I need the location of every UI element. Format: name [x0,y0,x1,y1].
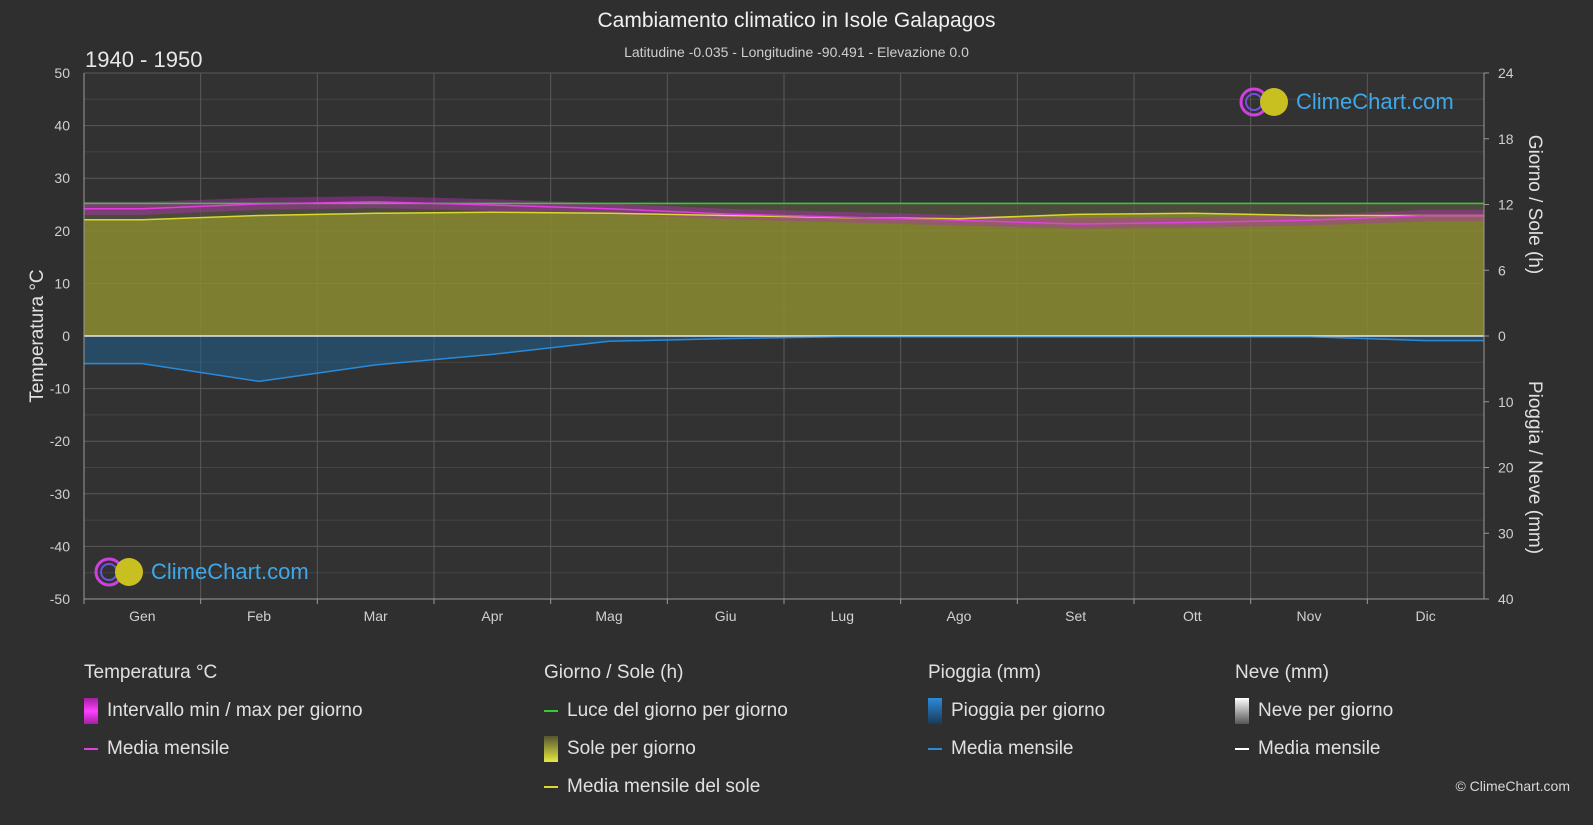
month-label: Mar [364,608,388,624]
right-hours-tick-label: 18 [1498,131,1514,147]
month-label: Mag [595,608,622,624]
legend-temperature: Temperatura °C Intervallo min / max per … [84,662,363,774]
right-hours-tick-label: 12 [1498,197,1514,213]
right-hours-tick-label: 24 [1498,65,1514,81]
left-tick-label: 0 [62,328,70,344]
month-label: Lug [831,608,854,624]
left-axis-title: Temperatura °C [27,269,48,402]
swatch-temp-mean [84,748,98,750]
sun-mean-line [84,211,1484,221]
logo-text: ClimeChart.com [1296,89,1454,114]
temp-range-band [84,196,1484,229]
legend-temp-mean-label: Media mensile [107,738,230,759]
legend-daylight-label: Luce del giorno per giorno [567,700,788,721]
left-tick-label: 10 [54,275,70,291]
swatch-sun-mean [544,786,558,788]
left-tick-label: -10 [50,381,70,397]
month-label: Giu [715,608,737,624]
month-label: Apr [481,608,503,624]
legend-rain-head: Pioggia (mm) [928,662,1041,683]
right-mm-tick-label: 40 [1498,591,1514,607]
legend-snow: Neve (mm) Neve per giorno Media mensile [1235,662,1393,774]
legend-rain-daily: Pioggia per giorno [928,698,1105,724]
legend-rain-mean-label: Media mensile [951,738,1074,759]
legend-rain: Pioggia (mm) Pioggia per giorno Media me… [928,662,1105,774]
left-tick-label: -40 [50,538,70,554]
left-tick-label: 50 [54,65,70,81]
swatch-daylight [544,710,558,712]
right-hours-tick-label: 0 [1498,328,1506,344]
sunshine-area [84,212,1484,336]
right-mm-tick-label: 20 [1498,460,1514,476]
right-top-axis-title: Giorno / Sole (h) [1524,135,1545,274]
left-tick-label: 40 [54,118,70,134]
legend-sun-mean-label: Media mensile del sole [567,776,761,797]
swatch-sun-daily [544,736,558,762]
left-tick-label: -50 [50,591,70,607]
left-tick-label: -30 [50,486,70,502]
logo-bottom-left[interactable]: ClimeChart.com [93,556,309,588]
legend-sun: Giorno / Sole (h) Luce del giorno per gi… [544,662,788,812]
month-label: Set [1065,608,1086,624]
left-tick-label: 30 [54,170,70,186]
right-mm-tick-label: 10 [1498,394,1514,410]
legend-daylight: Luce del giorno per giorno [544,698,788,724]
month-label: Dic [1416,608,1436,624]
legend-snow-head: Neve (mm) [1235,662,1329,683]
legend-temp-mean: Media mensile [84,736,363,762]
month-label: Feb [247,608,271,624]
legend-sun-daily-label: Sole per giorno [567,738,696,759]
left-tick-label: 20 [54,223,70,239]
month-label: Ott [1183,608,1202,624]
logo-text: ClimeChart.com [151,559,309,584]
climate-chart: 50 40 30 20 10 0 -10 -20 -30 -40 -50 Gen Feb Mar Apr Ma… [27,65,1545,624]
legend-sun-mean: Media mensile del sole [544,774,788,800]
period-label: 1940 - 1950 [85,47,203,72]
legend-sun-daily: Sole per giorno [544,736,788,762]
legend-snow-mean-label: Media mensile [1258,738,1381,759]
chart-subtitle: Latitudine -0.035 - Longitudine -90.491 … [624,44,969,60]
legend-temp-range: Intervallo min / max per giorno [84,698,363,724]
climechart-logo-icon [94,557,143,587]
right-mm-tick-label: 30 [1498,525,1514,541]
climechart-logo-icon [1239,87,1288,117]
chart-title: Cambiamento climatico in Isole Galapagos [597,9,996,32]
daylight-area [84,203,1484,220]
legend-snow-daily: Neve per giorno [1235,698,1393,724]
legend-snow-mean: Media mensile [1235,736,1393,762]
left-tick-label: -20 [50,433,70,449]
temp-mean-line [84,201,1484,225]
swatch-snow-mean [1235,748,1249,750]
legend-sun-head: Giorno / Sole (h) [544,662,684,683]
legend-snow-daily-label: Neve per giorno [1258,700,1394,721]
swatch-temp-range [84,698,98,724]
swatch-rain-mean [928,748,942,750]
right-bottom-axis-title: Pioggia / Neve (mm) [1524,381,1545,554]
copyright: © ClimeChart.com [1455,778,1570,794]
month-label: Nov [1297,608,1322,624]
rain-mean-line [84,335,1484,383]
rain-area [84,336,1484,382]
swatch-snow-daily [1235,698,1249,724]
right-hours-tick-label: 6 [1498,262,1506,278]
legend-rain-daily-label: Pioggia per giorno [951,700,1106,721]
legend-temp-head: Temperatura °C [84,662,218,683]
month-label: Gen [129,608,155,624]
legend-rain-mean: Media mensile [928,736,1105,762]
swatch-rain-daily [928,698,942,724]
logo-top-right[interactable]: ClimeChart.com [1238,86,1454,118]
month-label: Ago [947,608,972,624]
legend-temp-range-label: Intervallo min / max per giorno [107,700,363,721]
